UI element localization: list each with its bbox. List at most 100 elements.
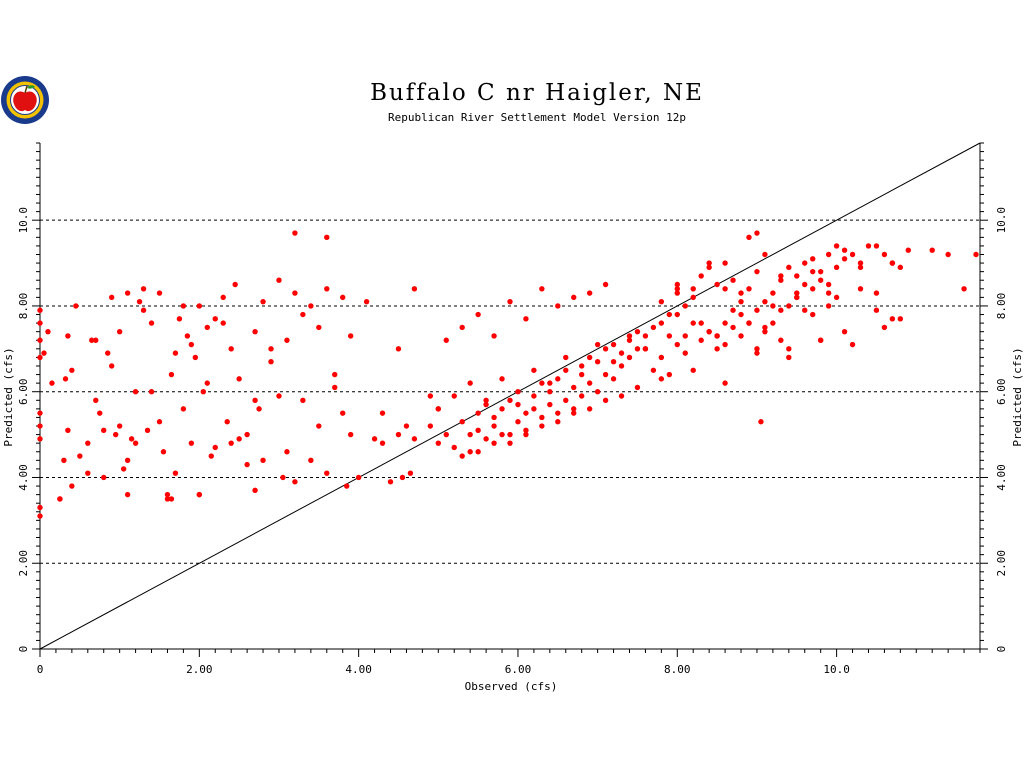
- data-point: [37, 307, 43, 313]
- data-point: [555, 303, 561, 309]
- data-point: [523, 410, 529, 416]
- data-point: [69, 483, 75, 489]
- data-point: [363, 298, 370, 305]
- data-point: [292, 230, 298, 236]
- data-point: [722, 286, 728, 292]
- data-point: [547, 380, 553, 386]
- data-point: [754, 350, 760, 356]
- data-point: [108, 363, 115, 369]
- data-point: [682, 333, 688, 339]
- data-point: [578, 363, 585, 369]
- data-point: [105, 350, 111, 356]
- y-tick-label-right: 8.00: [995, 293, 1008, 320]
- data-point: [706, 328, 712, 335]
- data-point: [555, 410, 561, 416]
- data-point: [292, 479, 298, 485]
- data-point: [324, 286, 330, 292]
- data-point: [192, 354, 199, 361]
- data-point: [256, 406, 262, 412]
- data-point: [371, 436, 378, 442]
- data-point: [136, 298, 143, 305]
- data-point: [578, 393, 585, 399]
- data-point: [340, 294, 346, 301]
- data-point: [531, 393, 537, 399]
- data-point: [475, 410, 481, 416]
- data-point: [228, 346, 234, 352]
- data-point: [172, 350, 179, 356]
- data-point: [571, 294, 577, 301]
- data-point: [467, 449, 473, 455]
- data-point: [340, 410, 346, 416]
- data-point: [618, 363, 625, 369]
- data-point: [252, 328, 258, 335]
- data-point: [610, 358, 617, 365]
- data-point: [244, 431, 250, 438]
- data-point: [148, 389, 155, 395]
- data-point: [395, 431, 402, 438]
- data-point: [794, 273, 800, 279]
- data-point: [658, 320, 665, 326]
- data-point: [475, 449, 481, 455]
- data-point: [515, 401, 521, 408]
- data-point: [168, 496, 175, 502]
- x-tick-label: 6.00: [505, 663, 532, 676]
- data-point: [817, 268, 824, 275]
- data-point: [459, 453, 465, 459]
- data-point: [973, 251, 979, 258]
- data-point: [738, 333, 744, 339]
- y-tick-label-left: 0: [17, 646, 30, 653]
- data-point: [594, 358, 601, 365]
- data-point: [140, 286, 147, 292]
- data-point: [49, 380, 55, 386]
- data-point: [794, 294, 800, 301]
- data-point: [825, 290, 832, 296]
- data-point: [65, 333, 71, 339]
- data-point: [491, 414, 497, 421]
- data-point: [961, 286, 967, 292]
- data-point: [626, 333, 633, 339]
- data-point: [180, 406, 187, 412]
- data-point: [666, 311, 673, 318]
- data-point: [602, 397, 609, 403]
- y-axis-label-left: Predicted (cfs): [2, 347, 15, 446]
- data-point: [555, 376, 561, 382]
- data-point: [483, 401, 489, 408]
- data-point: [208, 453, 214, 459]
- data-point: [268, 346, 274, 352]
- data-point: [188, 341, 195, 348]
- data-point: [881, 324, 888, 331]
- data-point: [897, 264, 904, 271]
- data-point: [666, 371, 673, 378]
- x-tick-label: 4.00: [345, 663, 372, 676]
- chart-subtitle: Republican River Settlement Model Versio…: [388, 111, 686, 124]
- data-point: [810, 311, 816, 318]
- data-point: [212, 316, 218, 322]
- data-point: [706, 260, 712, 266]
- data-point: [762, 324, 768, 331]
- data-point: [507, 440, 513, 446]
- data-point: [698, 273, 704, 279]
- data-point: [168, 371, 175, 378]
- data-point: [507, 298, 513, 305]
- data-point: [316, 324, 322, 331]
- data-point: [435, 406, 442, 412]
- data-point: [507, 397, 513, 403]
- data-point: [379, 410, 386, 416]
- data-point: [132, 440, 139, 446]
- data-point: [825, 281, 832, 288]
- y-tick-label-left: 6.00: [17, 378, 30, 405]
- data-point: [483, 436, 489, 442]
- data-point: [355, 474, 362, 481]
- data-point: [825, 251, 832, 258]
- y-tick-label-left: 4.00: [17, 464, 30, 491]
- data-point: [571, 410, 577, 416]
- data-point: [85, 470, 91, 476]
- data-point: [722, 341, 728, 348]
- data-point: [658, 376, 665, 382]
- data-point: [547, 401, 553, 408]
- data-point: [124, 290, 131, 296]
- data-point: [833, 294, 840, 301]
- data-point: [658, 298, 665, 305]
- data-point: [802, 260, 808, 266]
